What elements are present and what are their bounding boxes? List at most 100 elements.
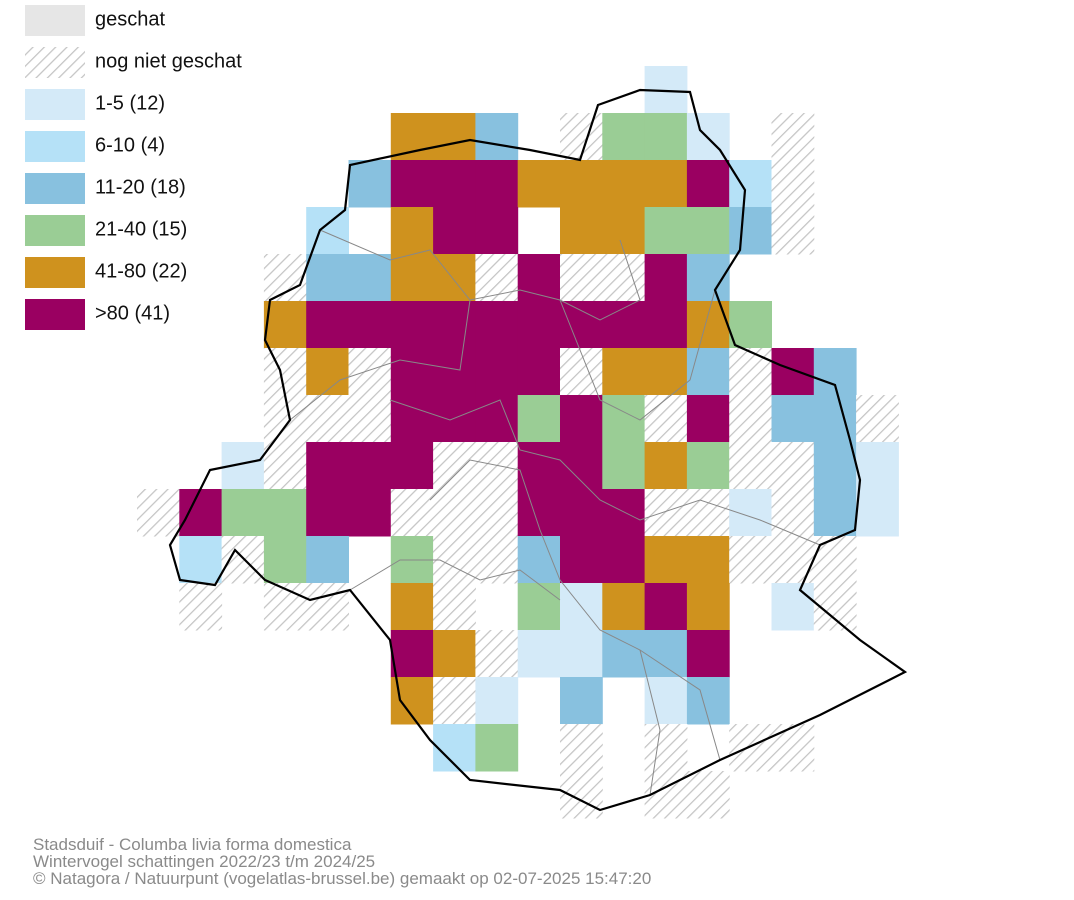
grid-cell: [517, 442, 561, 490]
grid-cell: [644, 677, 688, 725]
grid-cell: [560, 724, 603, 772]
grid-cell: [179, 489, 223, 537]
grid-cell: [348, 254, 392, 302]
grid-cell: [813, 442, 857, 490]
grid-cell: [729, 395, 772, 443]
grid-cell: [348, 489, 392, 537]
grid-cell: [221, 536, 265, 584]
grid-cell: [560, 301, 603, 349]
legend-swatch: [25, 299, 85, 330]
grid-cell: [729, 348, 772, 396]
grid-cell: [771, 348, 815, 396]
grid-cell: [306, 583, 349, 631]
grid-cell: [729, 489, 772, 537]
region-boundary: [168, 88, 908, 812]
legend-swatch: [25, 5, 85, 36]
grid-cell: [771, 395, 815, 443]
grid-cell: [560, 395, 603, 443]
grid-cell: [602, 160, 646, 208]
grid-cell: [348, 348, 392, 396]
footer: Stadsduif - Columba livia forma domestic…: [33, 835, 651, 888]
grid-cell: [475, 724, 519, 772]
grid-cell: [644, 113, 688, 161]
grid-cell: [517, 254, 561, 302]
grid-cell: [644, 301, 688, 349]
grid-cell: [771, 489, 815, 537]
grid-cell: [517, 583, 561, 631]
grid-cell: [306, 395, 349, 443]
grid-cell: [644, 160, 688, 208]
grid-cell: [179, 583, 223, 631]
grid-cell: [475, 395, 519, 443]
grid-cell: [348, 160, 392, 208]
grid-cell: [644, 536, 688, 584]
grid-cell: [306, 489, 349, 537]
legend-label: >80 (41): [95, 302, 170, 324]
grid-cell: [729, 724, 772, 772]
grid-cell: [602, 348, 646, 396]
grid-cell: [771, 536, 815, 584]
grid-cell: [856, 442, 899, 490]
grid-cell: [306, 254, 349, 302]
grid-cell: [771, 160, 815, 208]
grid-cell: [390, 113, 434, 161]
grid-cell: [517, 489, 561, 537]
grid-cell: [475, 630, 519, 678]
grid-cell: [644, 395, 688, 443]
grid-cell: [517, 395, 561, 443]
grid-cell: [856, 489, 899, 537]
grid-cell: [263, 583, 307, 631]
grid-cell: [729, 442, 772, 490]
grid-cell: [390, 207, 434, 255]
grid-cell: [433, 442, 476, 490]
grid-cell: [221, 489, 265, 537]
grid-cell: [856, 395, 899, 443]
grid-cell: [390, 442, 434, 490]
grid-cell: [560, 630, 603, 678]
legend-label: 6-10 (4): [95, 134, 165, 156]
grid-cell: [602, 442, 646, 490]
grid-cell: [475, 207, 519, 255]
grid-cell: [644, 348, 688, 396]
legend-label: 21-40 (15): [95, 218, 187, 240]
grid-cell: [433, 301, 476, 349]
grid-cell: [686, 160, 730, 208]
grid-cell: [390, 583, 434, 631]
grid-cell: [263, 254, 307, 302]
grid-cell: [644, 583, 688, 631]
grid-cell: [263, 442, 307, 490]
footer-line: © Natagora / Natuurpunt (vogelatlas-brus…: [33, 869, 651, 888]
grid-cell: [263, 348, 307, 396]
grid-cell: [686, 442, 730, 490]
grid-cell: [644, 724, 688, 772]
grid-cell: [433, 113, 476, 161]
legend: geschat nog niet geschat 1-5 (12) 6-10 (4) 1…: [25, 5, 242, 330]
grid-cell: [602, 301, 646, 349]
footer-line: Stadsduif - Columba livia forma domestic…: [33, 835, 352, 854]
grid-cell: [517, 630, 561, 678]
grid-cell: [137, 489, 180, 537]
grid-cell: [390, 348, 434, 396]
grid-cell: [433, 630, 476, 678]
grid-cell: [517, 160, 561, 208]
grid-cell: [306, 301, 349, 349]
grid-cell: [433, 395, 476, 443]
grid-cell: [517, 536, 561, 584]
grid-cell: [771, 207, 815, 255]
legend-label: 11-20 (18): [95, 176, 186, 198]
grid-cell: [306, 442, 349, 490]
grid-cell: [560, 677, 603, 725]
grid-cell: [813, 489, 857, 537]
grid-cell: [475, 113, 519, 161]
grid-cell: [644, 207, 688, 255]
grid-cell: [560, 348, 603, 396]
grid-cell: [602, 254, 646, 302]
grid-cell: [263, 489, 307, 537]
grid-cell: [475, 536, 519, 584]
grid-cell: [348, 442, 392, 490]
grid-cell: [475, 348, 519, 396]
grid-cell: [729, 207, 772, 255]
grid-cell: [686, 583, 730, 631]
grid-cell: [475, 489, 519, 537]
legend-swatch: [25, 215, 85, 246]
